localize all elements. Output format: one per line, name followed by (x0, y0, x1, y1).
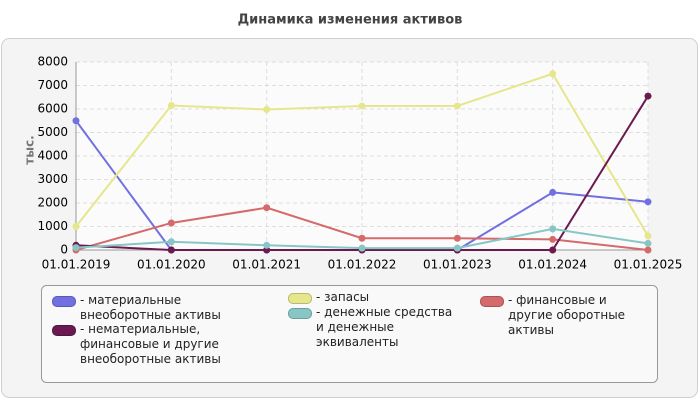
point (644, 246, 652, 254)
y-tick-label: 0 (60, 243, 68, 257)
point (644, 232, 652, 240)
point (549, 235, 557, 243)
y-tick-label: 1000 (37, 219, 68, 233)
x-tick-label: 01.01.2023 (423, 258, 492, 272)
y-tick-label: 3000 (37, 172, 68, 186)
legend-swatch (288, 293, 312, 304)
point (453, 234, 461, 242)
y-tick-label: 7000 (37, 78, 68, 92)
y-tick-label: 4000 (37, 149, 68, 163)
y-tick-label: 2000 (37, 196, 68, 210)
point (549, 246, 557, 254)
x-tick-label: 01.01.2024 (518, 258, 587, 272)
legend-item: - денежные средства и денежные эквивален… (288, 305, 463, 350)
point (263, 241, 271, 249)
point (167, 238, 175, 246)
legend-swatch (52, 325, 76, 336)
point (167, 101, 175, 109)
legend-item: - нематериальные, финансовые и другие вн… (52, 322, 267, 367)
point (72, 244, 80, 252)
point (263, 105, 271, 113)
legend-label: - денежные средства и денежные эквивален… (316, 305, 453, 349)
point (549, 225, 557, 233)
y-tick-label: 8000 (37, 55, 68, 69)
point (644, 239, 652, 247)
x-tick-label: 01.01.2025 (614, 258, 683, 272)
point (644, 92, 652, 100)
legend-label: - запасы (316, 290, 370, 304)
point (549, 188, 557, 196)
legend-label: - финансовые и другие оборотные активы (508, 293, 626, 337)
point (453, 244, 461, 252)
x-tick-label: 01.01.2022 (328, 258, 397, 272)
point (358, 234, 366, 242)
legend-item: - финансовые и другие оборотные активы (480, 293, 650, 338)
legend-item: - материальные внеоборотные активы (52, 293, 267, 323)
point (167, 219, 175, 227)
y-tick-label: 6000 (37, 102, 68, 116)
point (453, 102, 461, 110)
legend-swatch (480, 296, 504, 307)
point (263, 204, 271, 212)
x-tick-label: 01.01.2019 (42, 258, 111, 272)
point (358, 244, 366, 252)
point (72, 223, 80, 230)
point (167, 246, 175, 254)
point (549, 70, 557, 78)
x-tick-label: 01.01.2021 (232, 258, 301, 272)
y-axis-label: тыс. (23, 135, 37, 164)
legend-label: - материальные внеоборотные активы (80, 293, 221, 322)
legend-swatch (52, 296, 76, 307)
legend-item: - запасы (288, 290, 463, 305)
legend-label: - нематериальные, финансовые и другие вн… (80, 322, 221, 366)
point (358, 102, 366, 110)
x-tick-label: 01.01.2020 (137, 258, 206, 272)
y-tick-label: 5000 (37, 125, 68, 139)
chart-title: Динамика изменения активов (238, 13, 463, 28)
point (644, 198, 652, 206)
legend-box (41, 285, 658, 383)
point (72, 117, 80, 125)
legend-swatch (288, 308, 312, 319)
